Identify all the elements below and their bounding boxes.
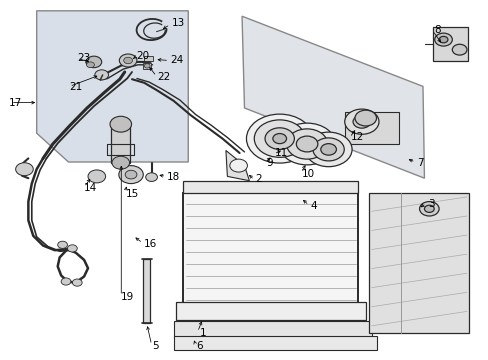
Text: 14: 14 [84,183,97,193]
Circle shape [95,70,108,80]
Text: 11: 11 [274,148,287,158]
Text: 4: 4 [310,201,317,211]
Circle shape [272,134,286,144]
Circle shape [88,170,105,183]
Bar [174,321,371,338]
Circle shape [123,57,132,64]
Circle shape [229,159,247,172]
Text: 13: 13 [172,18,185,28]
Text: 6: 6 [196,341,203,351]
Circle shape [86,62,94,68]
Bar [174,336,376,350]
Circle shape [16,163,33,176]
Circle shape [438,36,447,43]
Bar [368,193,468,333]
Bar [142,259,150,323]
Circle shape [352,115,370,128]
Circle shape [354,110,376,126]
Text: 1: 1 [199,328,206,338]
Text: 3: 3 [427,199,434,210]
Polygon shape [37,11,188,162]
Circle shape [119,54,137,67]
Circle shape [72,279,82,286]
Circle shape [344,109,378,134]
Bar [344,112,398,144]
Text: 16: 16 [144,239,157,249]
Bar [111,125,130,163]
Text: 12: 12 [350,132,364,142]
Circle shape [58,241,67,248]
Text: 2: 2 [255,174,262,184]
Circle shape [144,64,150,68]
Circle shape [419,202,438,216]
Circle shape [125,170,137,179]
Circle shape [119,166,143,184]
Bar [144,56,153,61]
Circle shape [110,116,131,132]
Circle shape [312,138,344,161]
Text: 5: 5 [152,341,159,351]
Circle shape [296,136,317,152]
Circle shape [264,128,294,149]
Text: 18: 18 [167,172,180,182]
Circle shape [67,245,77,252]
Circle shape [112,156,129,169]
Bar [183,181,358,193]
Circle shape [145,173,157,181]
Polygon shape [225,150,249,181]
Circle shape [434,33,451,46]
Text: 17: 17 [9,98,22,108]
Text: 15: 15 [126,189,139,199]
Circle shape [86,56,102,68]
Circle shape [246,114,312,163]
Text: 7: 7 [416,158,423,168]
Circle shape [278,123,335,165]
Circle shape [451,44,466,55]
Text: 23: 23 [77,53,90,63]
Text: 24: 24 [170,55,183,66]
Text: 10: 10 [302,168,315,179]
Circle shape [320,144,336,155]
Circle shape [286,129,327,159]
Text: 9: 9 [266,158,273,168]
Text: 22: 22 [157,72,170,82]
Circle shape [254,120,305,157]
Bar [183,193,358,304]
Circle shape [424,205,433,212]
Bar [432,27,467,61]
Text: 20: 20 [136,51,149,61]
Circle shape [61,278,71,285]
Text: 21: 21 [69,82,82,92]
Text: 8: 8 [433,24,440,35]
Text: 19: 19 [121,292,134,302]
Bar [143,63,151,69]
Circle shape [305,132,351,167]
Polygon shape [242,16,424,178]
Bar [176,302,365,320]
